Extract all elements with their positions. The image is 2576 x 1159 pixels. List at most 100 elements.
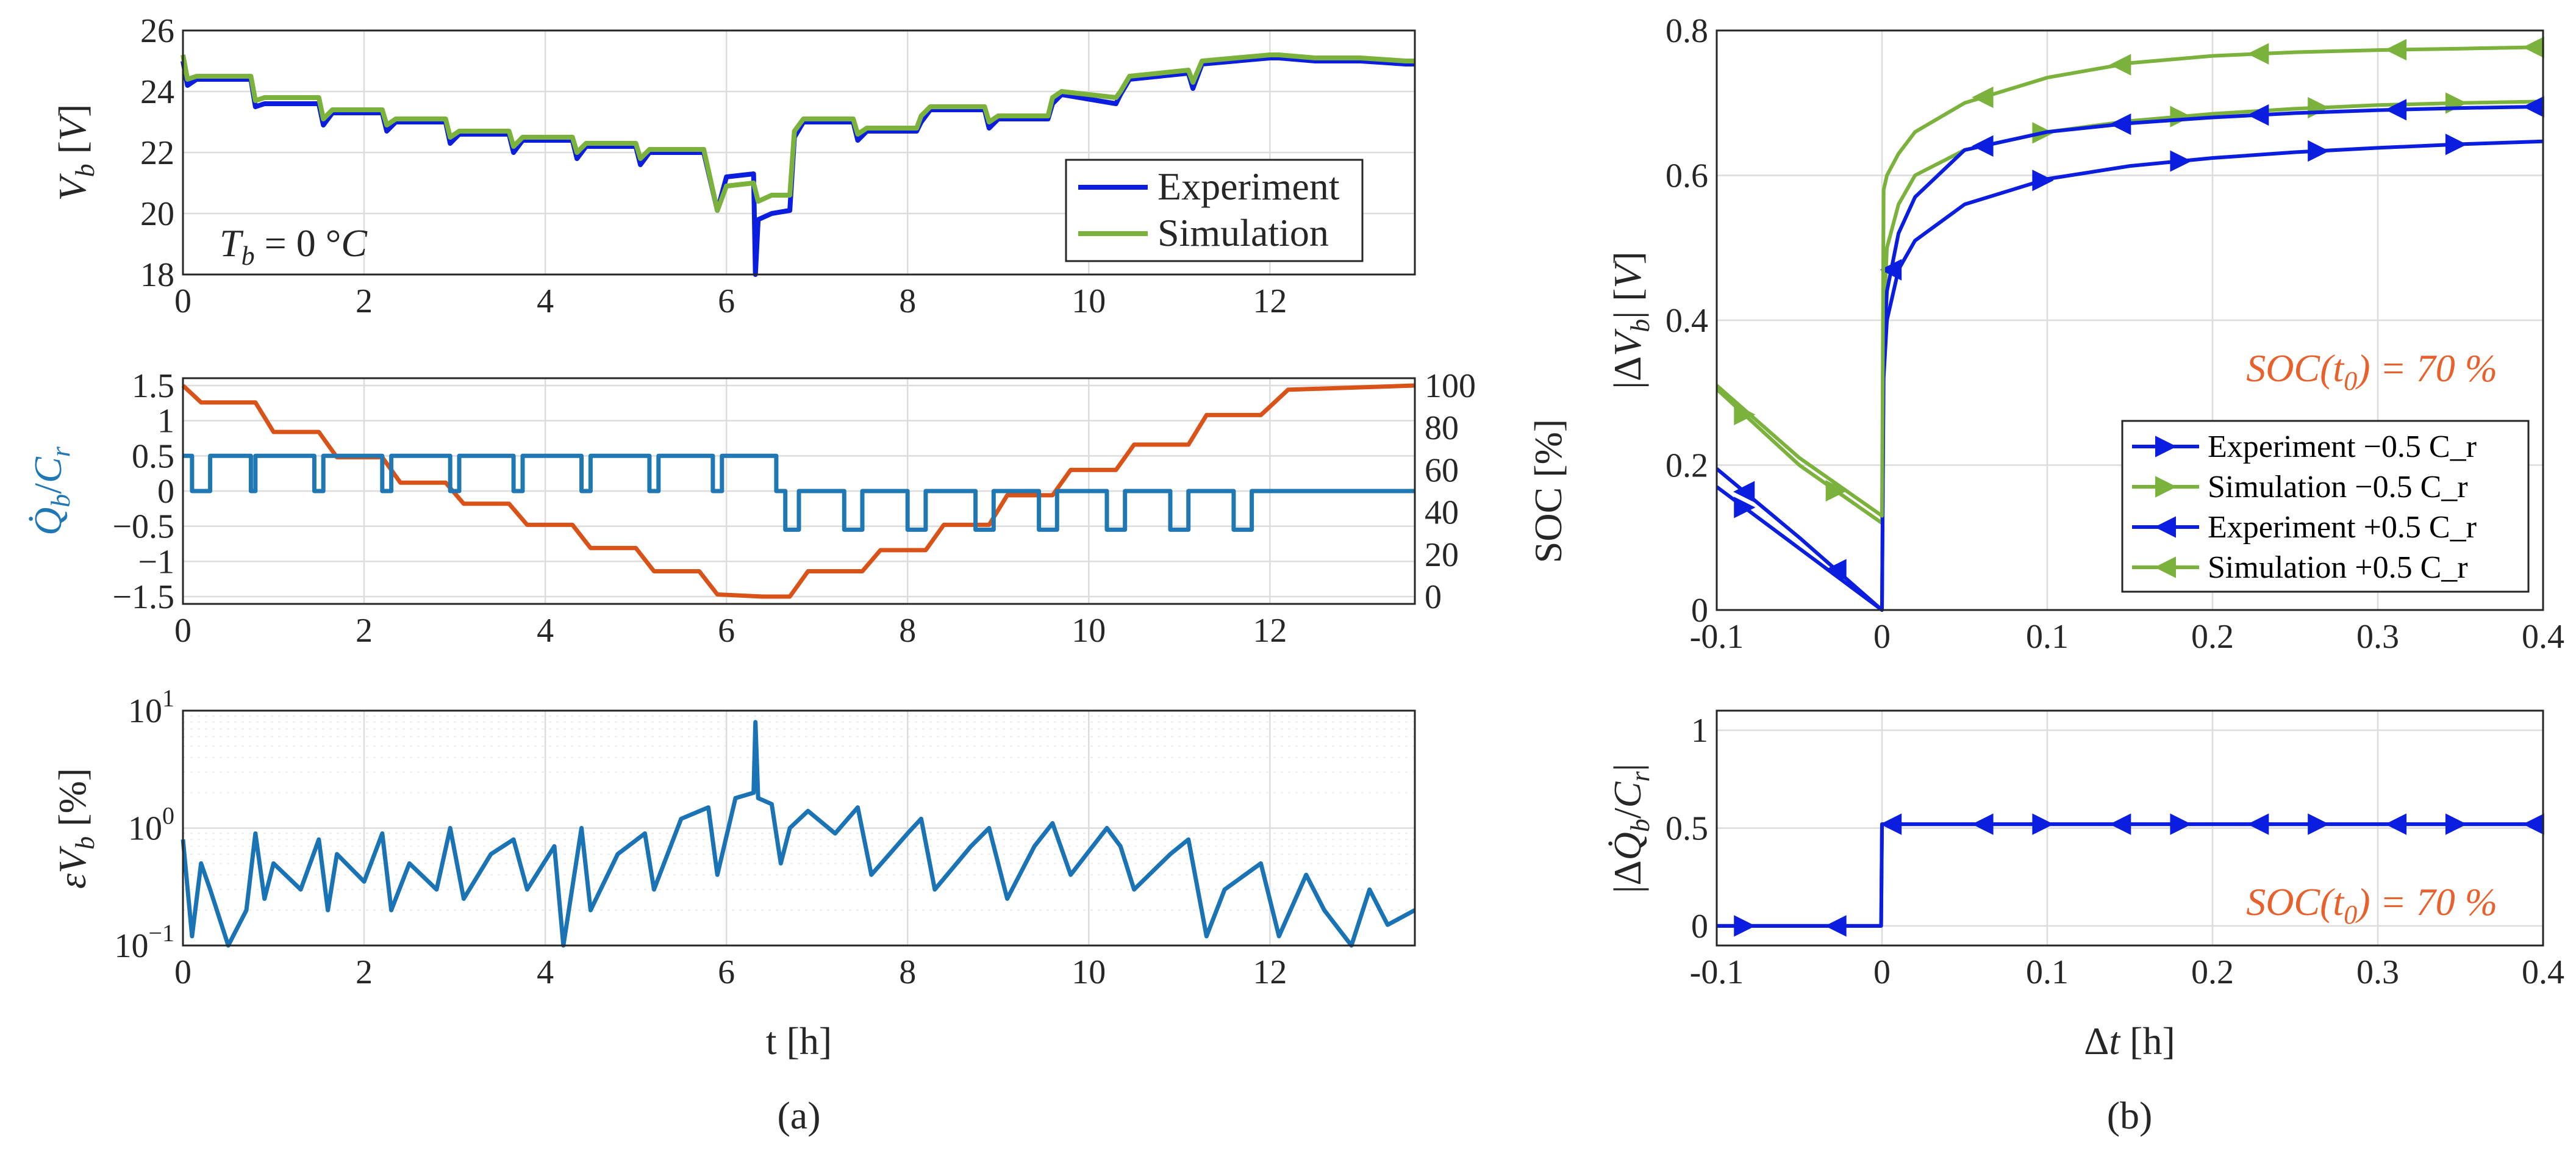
x-tick-label: -0.1 (1690, 953, 1744, 991)
series-line-3 (1716, 45, 2544, 518)
series-line-2 (1716, 104, 2544, 612)
y-tick-label: 101 (128, 684, 174, 730)
x-tick-label: 12 (1253, 953, 1287, 991)
y-tick-label: 0.6 (1665, 157, 1708, 195)
error-axes: 0 2 4 6 8 10 12 10−1 100 101 εVb [%] t [h] (51, 684, 1416, 1063)
y-tick-label-left: 0 (157, 473, 174, 511)
y-tick-label-left: 0.5 (132, 437, 174, 475)
soc-annotation-top: SOC(t0) = 70 % (2246, 346, 2497, 396)
x-tick-label: 6 (718, 612, 735, 650)
series-line-error (181, 720, 1416, 948)
x-tick-label: 2 (356, 612, 373, 650)
delta-v-axes: -0.1 0 0.1 0.2 0.3 0.400.20.40.60.8 |ΔVb| [V]… (1606, 12, 2564, 656)
series-line-1 (1717, 822, 2543, 928)
series-marker-2 (2385, 99, 2407, 121)
y-tick-label: 10−1 (114, 919, 174, 965)
current-y-label: Q̇b/Cr (26, 446, 76, 536)
x-tick-label: -0.1 (1690, 618, 1744, 656)
y-tick-label: 1 (1691, 712, 1708, 750)
delta-q-axes: -0.1 0 0.1 0.2 0.3 0.4 0 0.5 1 |ΔQ̇b/Cr| SOC(t0)… (1606, 709, 2564, 1063)
y-tick-label-right: 60 (1425, 451, 1459, 489)
y-tick-label: 0 (1691, 592, 1708, 630)
voltage-y-label: Vb [V] (51, 104, 100, 201)
y-tick-label: 0.4 (1665, 302, 1708, 340)
voltage-legend: Experiment Simulation (1065, 159, 1364, 262)
series-line-simulation (181, 52, 1415, 213)
series-marker-3 (2247, 43, 2269, 65)
series-line-current (183, 453, 1415, 532)
legend-label-1: Simulation −0.5 C_r (2208, 470, 2468, 504)
series-marker-0 (2445, 134, 2467, 156)
x-tick-label: 0 (174, 612, 191, 650)
series-marker-2 (2247, 104, 2269, 126)
delta-v-legend: Experiment −0.5 C_r Simulation −0.5 C_r Ex… (2121, 420, 2530, 593)
y-tick-label: 0.8 (1665, 12, 1708, 50)
y-tick-label-left: 1.5 (132, 367, 174, 405)
series-marker-1 (2308, 96, 2330, 119)
x-tick-label: 0.4 (2522, 618, 2564, 656)
x-tick-label: 4 (537, 282, 554, 320)
series-marker-2 (1733, 481, 1755, 503)
series-marker-0 (2032, 170, 2054, 192)
legend-marker-2 (2154, 516, 2176, 538)
series-marker-1 (1972, 813, 1994, 835)
series-marker-0 (2308, 140, 2330, 162)
x-tick-label: 0 (174, 282, 191, 320)
x-tick-label: 0.3 (2356, 618, 2399, 656)
x-tick-label: 6 (718, 953, 735, 991)
soc-y-label: SOC [%] (1526, 419, 1570, 563)
legend-label-experiment: Experiment (1157, 165, 1340, 208)
y-tick-label: 0 (1691, 908, 1708, 946)
x-tick-label: 12 (1253, 282, 1287, 320)
y-tick-label: 20 (140, 195, 174, 233)
legend-label-2: Experiment +0.5 C_r (2208, 510, 2477, 545)
error-y-label: εVb [%] (51, 768, 100, 889)
y-tick-label-right: 20 (1425, 536, 1459, 574)
series-marker-2 (2109, 113, 2131, 135)
series-marker-3 (2522, 36, 2544, 59)
series-marker-3 (2385, 38, 2407, 61)
x-tick-label: 8 (899, 282, 916, 320)
x-tick-label: 8 (899, 953, 916, 991)
series-marker-1 (2522, 813, 2544, 835)
y-tick-label-left: −1.5 (112, 578, 174, 616)
delta-t-x-label: Δt [h] (2084, 1019, 2175, 1063)
x-tick-label: 4 (537, 953, 554, 991)
x-tick-label: 0.4 (2522, 953, 2564, 991)
series-marker-3 (2109, 54, 2131, 76)
caption-b: (b) (2107, 1094, 2153, 1137)
series-marker-0 (1734, 497, 1756, 518)
series-marker-1 (2109, 813, 2131, 835)
series-marker-0 (2170, 150, 2192, 172)
current-soc-axes: 0 2 4 6 8 10 12−1.5−1−0.500.511.5020406080100 … (26, 367, 1570, 650)
series-marker-2 (1972, 135, 1994, 157)
x-tick-label: 0 (1873, 618, 1891, 656)
temperature-annotation: Tb = 0 °C (220, 221, 368, 271)
x-tick-label: 2 (356, 953, 373, 991)
x-tick-label: 6 (718, 282, 735, 320)
legend-label-3: Simulation +0.5 C_r (2208, 550, 2468, 585)
y-tick-label-left: −0.5 (112, 508, 174, 546)
series-marker-2 (1825, 559, 1847, 581)
y-tick-label-right: 100 (1425, 367, 1476, 405)
x-tick-label: 0.3 (2356, 953, 2399, 991)
series-marker-1 (1825, 915, 1847, 937)
y-tick-label-right: 80 (1425, 409, 1459, 447)
series-marker-3 (1972, 86, 1994, 109)
x-tick-label: 8 (899, 612, 916, 650)
y-tick-label: 100 (128, 802, 174, 848)
legend-marker-1 (2155, 476, 2177, 498)
soc-annotation-bottom: SOC(t0) = 70 % (2246, 880, 2497, 930)
delta-q-y-label: |ΔQ̇b/Cr| (1606, 764, 1655, 894)
legend-marker-0 (2155, 436, 2177, 458)
y-tick-label-right: 0 (1425, 578, 1442, 616)
legend-label-simulation: Simulation (1157, 211, 1329, 254)
y-tick-label: 22 (140, 134, 174, 172)
x-tick-label: 10 (1072, 282, 1106, 320)
x-tick-label: 10 (1072, 953, 1106, 991)
y-tick-label-left: 1 (157, 403, 174, 440)
x-tick-label: 0.1 (2026, 618, 2069, 656)
x-tick-label: 0.2 (2191, 953, 2234, 991)
y-tick-label: 0.2 (1665, 447, 1708, 485)
